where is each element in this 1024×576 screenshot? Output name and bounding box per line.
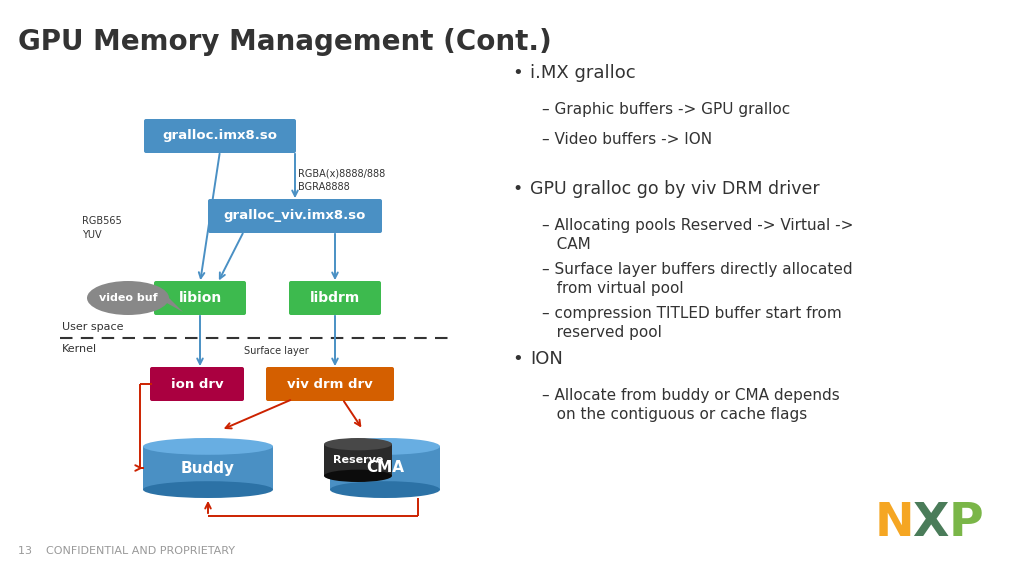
Ellipse shape <box>143 438 273 455</box>
Text: •: • <box>512 350 522 368</box>
Text: 13    CONFIDENTIAL AND PROPRIETARY: 13 CONFIDENTIAL AND PROPRIETARY <box>18 546 234 556</box>
Ellipse shape <box>143 481 273 498</box>
FancyBboxPatch shape <box>143 446 273 490</box>
Text: – Allocating pools Reserved -> Virtual ->
   CAM: – Allocating pools Reserved -> Virtual -… <box>542 218 853 252</box>
Text: video buf: video buf <box>98 293 158 303</box>
Ellipse shape <box>330 438 440 455</box>
Text: RGBA(x)8888/888
BGRA8888: RGBA(x)8888/888 BGRA8888 <box>298 169 385 192</box>
Ellipse shape <box>324 469 392 482</box>
Text: User space: User space <box>62 322 124 332</box>
Text: X: X <box>911 502 948 547</box>
FancyBboxPatch shape <box>144 119 296 153</box>
Text: libion: libion <box>178 291 221 305</box>
FancyBboxPatch shape <box>330 446 440 490</box>
Text: Buddy: Buddy <box>181 460 234 476</box>
Ellipse shape <box>87 281 169 315</box>
FancyBboxPatch shape <box>208 199 382 233</box>
Text: – Surface layer buffers directly allocated
   from virtual pool: – Surface layer buffers directly allocat… <box>542 262 853 295</box>
Text: GPU gralloc go by viv DRM driver: GPU gralloc go by viv DRM driver <box>530 180 819 198</box>
Text: – Allocate from buddy or CMA depends
   on the contiguous or cache flags: – Allocate from buddy or CMA depends on … <box>542 388 840 422</box>
Text: – compression TITLED buffer start from
   reserved pool: – compression TITLED buffer start from r… <box>542 306 842 340</box>
Text: Reserve: Reserve <box>333 455 383 465</box>
Text: viv drm drv: viv drm drv <box>287 377 373 391</box>
Text: Kernel: Kernel <box>62 344 97 354</box>
Text: – Graphic buffers -> GPU gralloc: – Graphic buffers -> GPU gralloc <box>542 102 791 117</box>
Text: •: • <box>512 64 522 82</box>
FancyBboxPatch shape <box>154 281 246 315</box>
FancyBboxPatch shape <box>324 444 392 476</box>
Text: gralloc.imx8.so: gralloc.imx8.so <box>163 130 278 142</box>
Text: gralloc_viv.imx8.so: gralloc_viv.imx8.so <box>224 210 367 222</box>
FancyBboxPatch shape <box>266 367 394 401</box>
Text: ION: ION <box>530 350 563 368</box>
FancyBboxPatch shape <box>150 367 244 401</box>
Text: Surface layer: Surface layer <box>244 346 309 356</box>
Ellipse shape <box>324 438 392 450</box>
Text: GPU Memory Management (Cont.): GPU Memory Management (Cont.) <box>18 28 552 56</box>
Text: ion drv: ion drv <box>171 377 223 391</box>
Text: CMA: CMA <box>366 460 404 476</box>
Text: i.MX gralloc: i.MX gralloc <box>530 64 636 82</box>
Text: libdrm: libdrm <box>310 291 360 305</box>
Text: RGB565
YUV: RGB565 YUV <box>82 217 122 240</box>
Text: P: P <box>948 502 983 547</box>
FancyBboxPatch shape <box>289 281 381 315</box>
Text: N: N <box>874 502 913 547</box>
Text: •: • <box>512 180 522 198</box>
Ellipse shape <box>330 481 440 498</box>
Text: – Video buffers -> ION: – Video buffers -> ION <box>542 132 712 147</box>
Polygon shape <box>165 294 183 312</box>
